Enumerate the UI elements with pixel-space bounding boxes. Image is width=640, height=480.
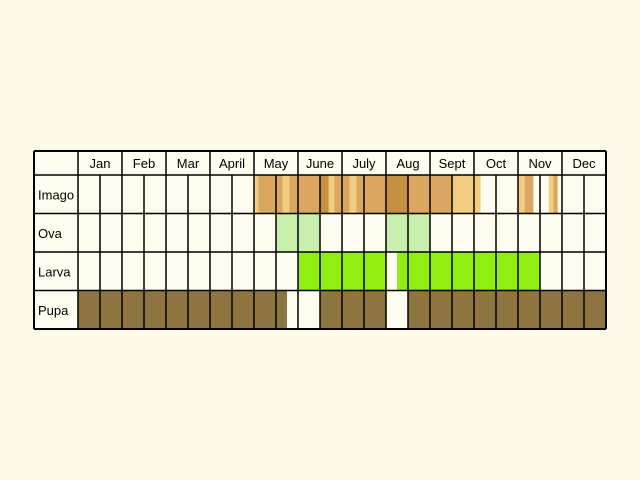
stage-bar-imago-6	[328, 175, 335, 214]
stage-label: Larva	[38, 264, 71, 279]
stage-bar-pupa-2	[408, 290, 606, 329]
stage-bar-imago-12	[386, 175, 408, 214]
stage-label: Pupa	[38, 303, 69, 318]
stage-bar-imago-14	[430, 175, 452, 214]
stage-bar-imago-3	[282, 175, 290, 214]
stage-bar-imago-17	[524, 175, 534, 214]
month-label: Nov	[528, 156, 552, 171]
stage-bar-imago-20	[548, 175, 554, 214]
month-label: Jan	[90, 156, 111, 171]
stage-bar-imago-10	[356, 175, 364, 214]
month-label: Dec	[572, 156, 596, 171]
stage-bar-imago-19	[553, 175, 558, 214]
stage-bar-imago-18	[518, 175, 525, 214]
stage-bar-pupa-1	[320, 290, 386, 329]
month-label: Sept	[439, 156, 466, 171]
stage-bar-imago-11	[364, 175, 386, 214]
month-label: Mar	[177, 156, 200, 171]
stage-bar-pupa-0	[78, 290, 287, 329]
month-label: June	[306, 156, 334, 171]
stage-bar-imago-4	[289, 175, 320, 214]
stage-bar-imago-8	[342, 175, 350, 214]
grid-lines	[33, 150, 607, 330]
stage-bar-imago-1	[258, 175, 276, 214]
stage-bar-imago-16	[474, 175, 481, 214]
stage-bar-imago-9	[349, 175, 357, 214]
stage-bar-imago-2	[276, 175, 283, 214]
month-label: July	[352, 156, 376, 171]
month-label: Oct	[486, 156, 507, 171]
stage-label: Imago	[38, 187, 74, 202]
month-label: Aug	[396, 156, 419, 171]
month-label: April	[219, 156, 245, 171]
stage-bar-imago-0	[255, 175, 259, 214]
stage-bar-imago-7	[334, 175, 342, 214]
stage-bar-imago-13	[408, 175, 430, 214]
month-label: May	[264, 156, 289, 171]
stage-bar-larva-1	[397, 252, 540, 291]
stage-bar-imago-5	[320, 175, 329, 214]
stage-bar-imago-15	[452, 175, 474, 214]
stage-label: Ova	[38, 226, 63, 241]
month-label: Feb	[133, 156, 155, 171]
labels: Jan Feb Mar April May June July Aug Sept Oct Nov De…	[38, 156, 596, 318]
stage-bars	[78, 175, 606, 329]
